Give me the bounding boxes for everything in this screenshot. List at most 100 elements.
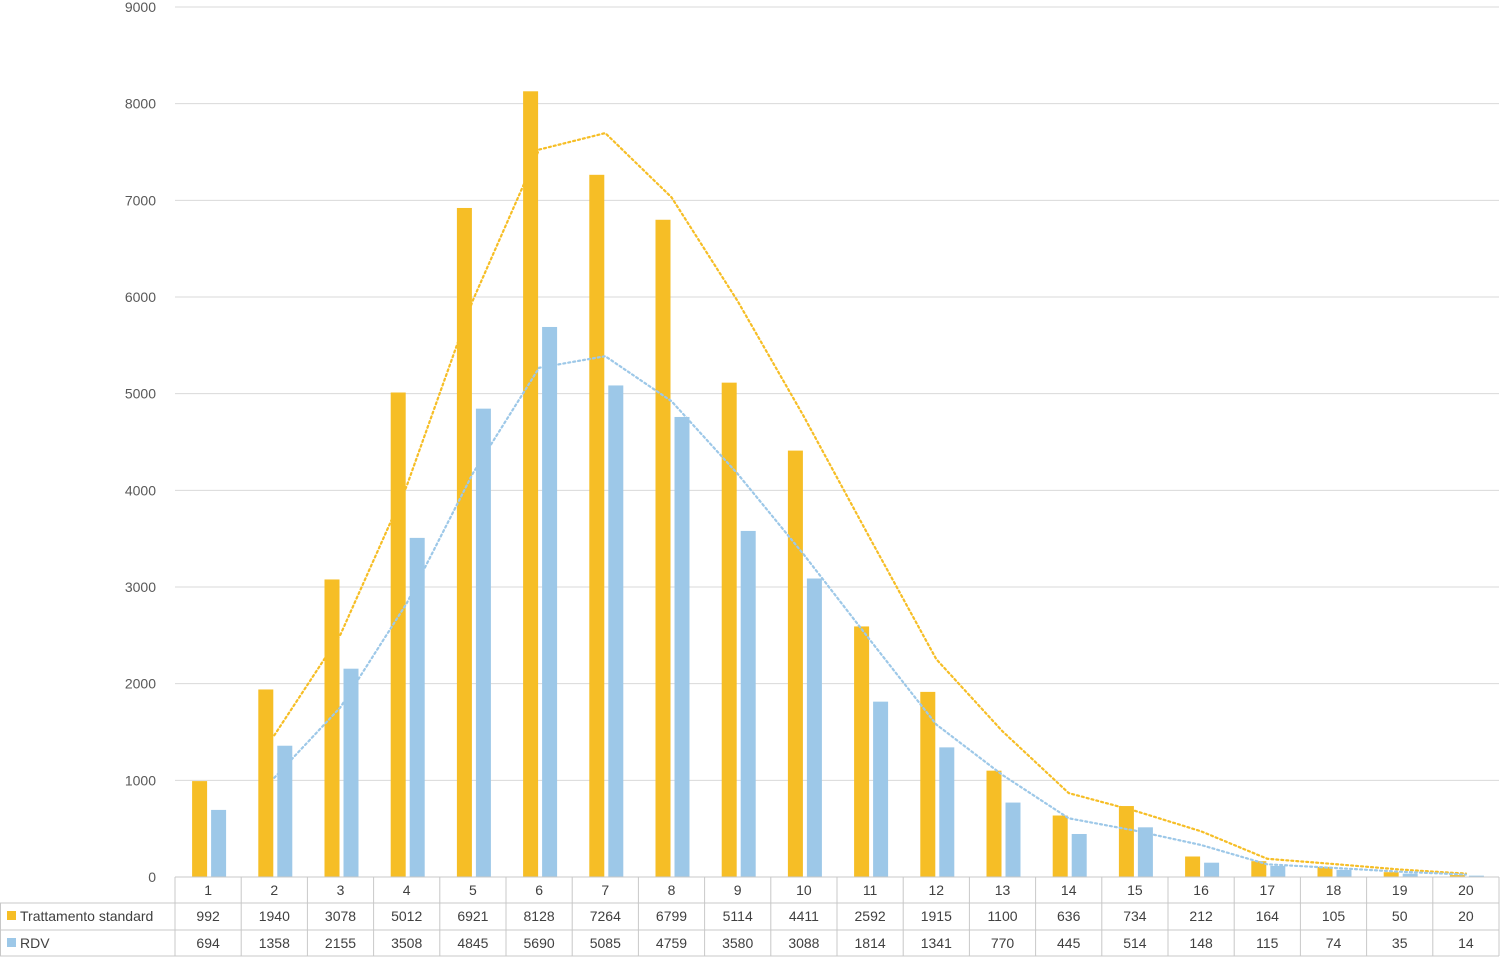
bar-trattamento-standard (655, 219, 671, 878)
x-category-label: 14 (1061, 882, 1077, 898)
bar-trattamento-standard (721, 382, 737, 877)
x-category-label: 16 (1193, 882, 1209, 898)
x-category-label: 19 (1392, 882, 1408, 898)
x-category-label: 7 (601, 882, 609, 898)
bar-rdv (1005, 802, 1021, 877)
bar-trattamento-standard (258, 689, 274, 877)
x-category-label: 10 (796, 882, 812, 898)
data-table-value: 14 (1458, 935, 1474, 951)
x-category-label: 11 (863, 882, 878, 898)
y-tick-label: 8000 (125, 96, 156, 112)
data-table-value: 3508 (391, 935, 422, 951)
y-tick-label: 9000 (125, 0, 156, 15)
bar-trattamento-standard (456, 207, 472, 878)
data-table-value: 2592 (855, 908, 886, 924)
data-table-value: 992 (196, 908, 220, 924)
x-category-label: 15 (1127, 882, 1143, 898)
bar-trattamento-standard (854, 626, 870, 877)
data-table-value: 5114 (723, 908, 753, 924)
bar-trattamento-standard (523, 91, 539, 877)
data-table-value: 734 (1123, 908, 1147, 924)
bar-trattamento-standard (787, 450, 803, 877)
bar-trattamento-standard (390, 392, 406, 877)
data-table-value: 7264 (590, 908, 621, 924)
data-table-value: 694 (196, 935, 220, 951)
y-tick-label: 3000 (125, 579, 156, 595)
bar-rdv (1402, 873, 1418, 877)
data-table-value: 770 (991, 935, 1015, 951)
data-table-value: 3580 (722, 935, 753, 951)
data-table-value: 3078 (325, 908, 356, 924)
data-table-value: 105 (1322, 908, 1346, 924)
bar-rdv (343, 668, 359, 877)
bar-trattamento-standard (589, 174, 605, 877)
data-table-value: 4411 (789, 908, 819, 924)
bar-trattamento-standard (986, 770, 1002, 877)
x-category-label: 18 (1326, 882, 1342, 898)
data-table-value: 8128 (524, 908, 555, 924)
x-category-label: 3 (337, 882, 345, 898)
y-tick-label: 1000 (125, 772, 156, 788)
data-table-value: 164 (1256, 908, 1280, 924)
bar-rdv (542, 326, 558, 877)
bar-trattamento-standard (1052, 815, 1068, 877)
data-table-value: 1940 (259, 908, 290, 924)
bar-trattamento-standard (1449, 875, 1465, 877)
data-table-value: 5085 (590, 935, 621, 951)
data-table-value: 2155 (325, 935, 356, 951)
x-category-label: 6 (535, 882, 543, 898)
y-tick-label: 7000 (125, 192, 156, 208)
x-category-label: 4 (403, 882, 411, 898)
data-table-value: 74 (1326, 935, 1342, 951)
bar-rdv (939, 747, 955, 877)
bar-rdv (1270, 865, 1286, 877)
legend-key-trattamento-standard (7, 911, 16, 920)
bar-rdv (873, 701, 889, 877)
x-category-label: 9 (734, 882, 742, 898)
data-table-value: 1358 (259, 935, 290, 951)
bars (192, 91, 1484, 878)
bar-rdv (211, 809, 227, 877)
data-table-value: 636 (1057, 908, 1081, 924)
x-category-label: 1 (204, 882, 212, 898)
bar-rdv (674, 416, 690, 877)
data-table-value: 115 (1256, 935, 1279, 951)
trendlines (273, 131, 1468, 876)
bar-trattamento-standard (1317, 866, 1333, 877)
data-table-value: 20 (1458, 908, 1474, 924)
legend-label-rdv: RDV (20, 935, 50, 951)
data-table-value: 50 (1392, 908, 1408, 924)
data-table-value: 212 (1189, 908, 1213, 924)
bar-rdv (1137, 827, 1153, 877)
bar-rdv (475, 408, 491, 877)
bar-trattamento-standard (1383, 872, 1399, 877)
data-table-value: 1100 (987, 908, 1017, 924)
data-table-value: 3088 (788, 935, 819, 951)
y-tick-label: 6000 (125, 289, 156, 305)
y-tick-label: 0 (148, 869, 156, 885)
bar-rdv (1204, 862, 1220, 877)
bar-rdv (740, 530, 756, 877)
bar-trattamento-standard (324, 579, 340, 877)
bar-rdv (1336, 869, 1352, 877)
x-category-label: 13 (995, 882, 1011, 898)
trendline-rdv (273, 355, 1468, 876)
x-category-label: 17 (1260, 882, 1276, 898)
x-category-label: 2 (270, 882, 278, 898)
data-table-value: 6799 (656, 908, 687, 924)
x-category-label: 5 (469, 882, 477, 898)
data-table-value: 514 (1123, 935, 1147, 951)
data-table-value: 445 (1057, 935, 1081, 951)
data-table-value: 1341 (921, 935, 952, 951)
trendline-trattamento-standard (273, 131, 1468, 875)
y-tick-label: 5000 (125, 386, 156, 402)
data-table-value: 1814 (855, 935, 886, 951)
bar-rdv (277, 745, 293, 877)
y-axis: 0 1000 2000 3000 4000 5000 6000 7000 8000 9000 (125, 0, 156, 885)
data-table-value: 1915 (921, 908, 952, 924)
data-table: 1 2 3 4 5 6 7 8 9 10 11 12 13 14 15 16 17 18 19 20Trattamen… (0, 876, 1500, 957)
gridlines (175, 6, 1499, 781)
bar-rdv (1468, 875, 1484, 877)
bar-trattamento-standard (920, 691, 936, 877)
